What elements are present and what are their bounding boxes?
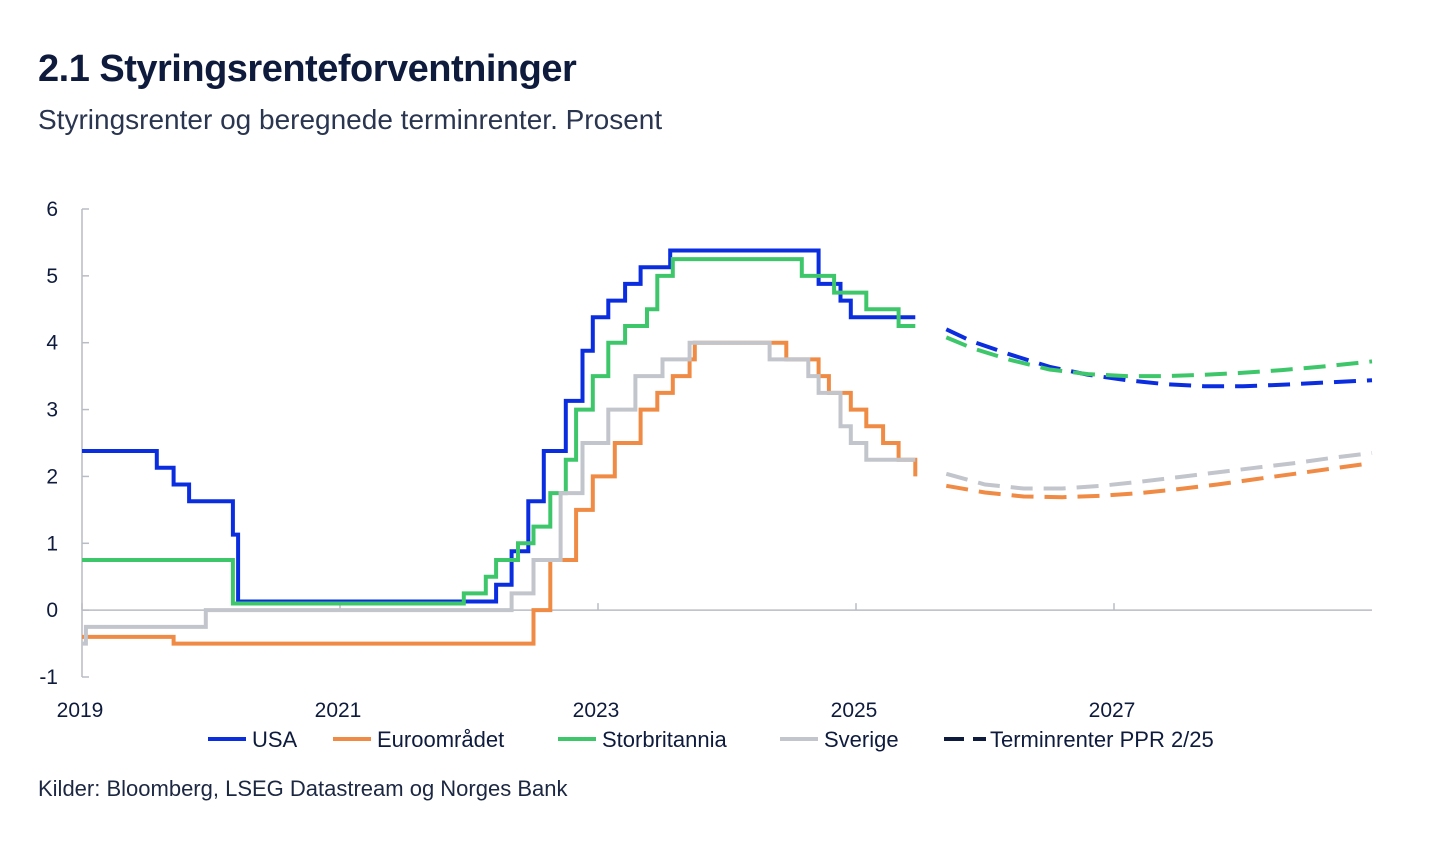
series-storbritannia-forward [945, 335, 1373, 379]
series-usa-line [82, 248, 916, 604]
x-tick-label: 2027 [1089, 699, 1136, 722]
legend-label-usa: USA [252, 727, 298, 752]
y-tick-label: 4 [46, 332, 58, 355]
y-tick-label: 0 [46, 599, 58, 622]
series-sverige-forward [945, 451, 1373, 491]
series-euroomradet-forward [945, 461, 1373, 500]
legend-label-forward: Terminrenter PPR 2/25 [990, 727, 1214, 752]
y-tick-label: 2 [46, 465, 58, 488]
x-tick-label: 2025 [831, 699, 878, 722]
x-tick-label: 2023 [573, 699, 620, 722]
y-tick-label: 6 [46, 198, 58, 221]
axes: -1 0 1 2 3 4 5 6 2019 2021 2023 2025 2027 [39, 198, 1372, 722]
y-tick-label: 1 [46, 532, 58, 555]
y-tick-label: -1 [39, 666, 58, 689]
x-tick-label: 2019 [57, 699, 104, 722]
y-tick-label: 3 [46, 399, 58, 422]
chart-title: 2.1 Styringsrenteforventninger [38, 48, 577, 90]
y-tick-label: 5 [46, 265, 58, 288]
legend-label-euroomradet: Euroområdet [377, 727, 504, 752]
legend: USA Euroområdet Storbritannia Sverige Termin… [208, 727, 1214, 752]
series-euroomradet-line [82, 340, 918, 646]
chart-subtitle: Styringsrenter og beregnede terminrenter… [38, 104, 663, 135]
legend-label-sverige: Sverige [824, 727, 899, 752]
series-usa-forward [945, 327, 1373, 389]
legend-label-storbritannia: Storbritannia [602, 727, 728, 752]
series-layer [82, 248, 1373, 646]
series-storbritannia-line [82, 257, 916, 606]
source-note: Kilder: Bloomberg, LSEG Datastream og No… [38, 776, 568, 801]
x-tick-label: 2021 [315, 699, 362, 722]
series-sverige-line [82, 340, 916, 646]
